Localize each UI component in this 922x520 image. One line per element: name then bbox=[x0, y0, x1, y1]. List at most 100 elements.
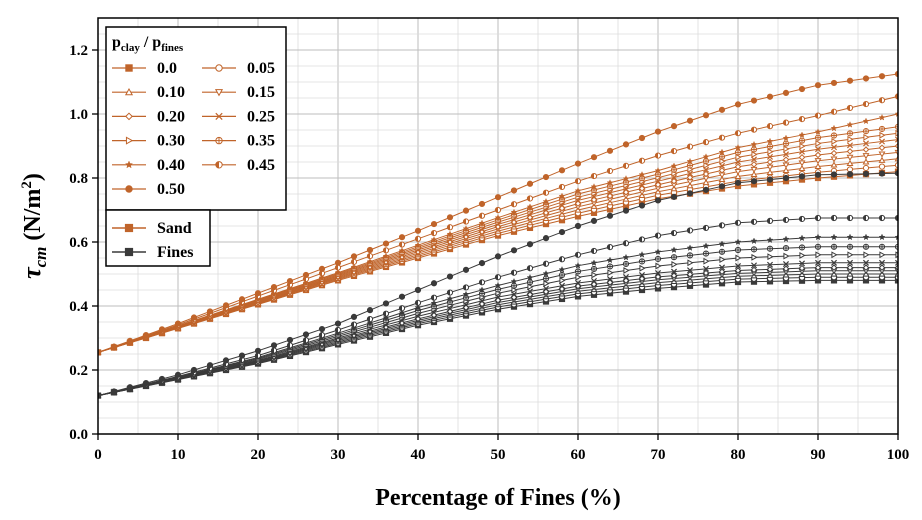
x-tick-label: 50 bbox=[491, 447, 506, 463]
data-point bbox=[526, 195, 534, 202]
data-point bbox=[414, 286, 422, 294]
data-point bbox=[510, 277, 518, 285]
x-tick-label: 30 bbox=[331, 447, 346, 463]
data-point bbox=[798, 173, 806, 180]
data-point bbox=[782, 140, 790, 147]
legend-label: Fines bbox=[157, 244, 193, 261]
data-point bbox=[558, 271, 566, 279]
x-tick-label: 0 bbox=[94, 447, 102, 463]
data-point bbox=[702, 112, 710, 119]
data-point bbox=[574, 251, 582, 258]
x-tick-label: 10 bbox=[171, 447, 186, 463]
data-point bbox=[494, 194, 502, 201]
data-point bbox=[830, 214, 838, 222]
legend-label: 0.30 bbox=[157, 133, 185, 150]
legend-entry-0.45: 0.45 bbox=[202, 157, 275, 174]
data-point bbox=[126, 337, 134, 344]
data-point bbox=[590, 217, 598, 224]
data-point bbox=[686, 143, 694, 150]
data-point bbox=[607, 269, 614, 277]
data-point bbox=[638, 258, 646, 265]
data-point bbox=[670, 123, 678, 130]
data-point bbox=[814, 233, 822, 241]
data-point bbox=[606, 275, 614, 283]
legend-label: 0.05 bbox=[247, 60, 275, 77]
data-point bbox=[526, 241, 534, 248]
data-point bbox=[686, 271, 694, 278]
legend-marker bbox=[125, 185, 133, 193]
data-point bbox=[543, 280, 550, 288]
data-point bbox=[526, 180, 534, 187]
data-point bbox=[862, 153, 870, 160]
data-point bbox=[670, 193, 678, 200]
data-point bbox=[526, 203, 534, 210]
data-point bbox=[847, 135, 854, 143]
y-axis-title: τcm (N/m2) bbox=[17, 173, 50, 279]
x-tick-label: 40 bbox=[411, 447, 426, 463]
data-point bbox=[767, 253, 774, 261]
data-point bbox=[254, 347, 262, 354]
legend-label: Sand bbox=[157, 220, 192, 237]
data-point bbox=[750, 140, 758, 148]
data-point bbox=[798, 131, 806, 139]
data-point bbox=[478, 200, 486, 208]
data-point bbox=[638, 175, 646, 182]
data-point bbox=[878, 214, 886, 222]
data-point bbox=[494, 286, 502, 293]
data-point bbox=[350, 253, 358, 260]
data-point bbox=[526, 265, 534, 272]
data-point bbox=[718, 248, 726, 255]
data-point bbox=[382, 252, 390, 260]
data-point bbox=[238, 352, 246, 359]
data-point bbox=[862, 214, 870, 222]
data-point bbox=[542, 189, 550, 196]
legend-label: 0.45 bbox=[247, 157, 275, 174]
legend-marker bbox=[215, 161, 223, 169]
data-point bbox=[414, 299, 422, 306]
data-point bbox=[719, 256, 726, 264]
legend-marker bbox=[124, 160, 134, 169]
data-point bbox=[686, 227, 694, 234]
data-point bbox=[174, 371, 182, 378]
data-point bbox=[206, 362, 214, 369]
data-point bbox=[766, 143, 774, 150]
data-point bbox=[462, 290, 470, 298]
data-point bbox=[815, 139, 822, 147]
data-point bbox=[735, 153, 742, 161]
data-point bbox=[878, 259, 886, 266]
data-point bbox=[702, 178, 710, 186]
data-point bbox=[782, 265, 790, 273]
data-point bbox=[670, 254, 678, 261]
data-point bbox=[270, 284, 278, 291]
legend-marker bbox=[215, 64, 223, 72]
data-point bbox=[814, 171, 822, 178]
data-point bbox=[558, 183, 566, 191]
data-point bbox=[798, 116, 806, 123]
data-point bbox=[142, 380, 150, 387]
data-point bbox=[590, 183, 598, 190]
data-point bbox=[334, 326, 342, 334]
data-point bbox=[414, 235, 422, 242]
data-point bbox=[798, 164, 806, 172]
data-point bbox=[606, 279, 614, 286]
data-point bbox=[846, 104, 854, 112]
data-point bbox=[430, 236, 438, 243]
data-point bbox=[510, 201, 518, 208]
legend-label: 0.25 bbox=[247, 108, 275, 125]
y-tick-label: 0.6 bbox=[69, 235, 88, 251]
series-fines-0.50 bbox=[98, 170, 898, 399]
data-point bbox=[814, 264, 822, 271]
data-point bbox=[478, 219, 486, 227]
data-point bbox=[766, 217, 774, 224]
y-tick-labels: 0.0 0.2 0.4 0.6 0.8 1.0 1.2 bbox=[69, 43, 88, 443]
legend-label: 0.40 bbox=[157, 157, 185, 174]
data-point bbox=[734, 101, 742, 108]
data-point bbox=[398, 234, 406, 241]
data-point bbox=[879, 131, 886, 139]
data-point bbox=[638, 202, 646, 209]
data-point bbox=[750, 97, 758, 104]
data-point bbox=[814, 146, 822, 153]
data-point bbox=[350, 258, 358, 265]
data-point bbox=[654, 181, 662, 189]
data-point bbox=[830, 144, 838, 151]
